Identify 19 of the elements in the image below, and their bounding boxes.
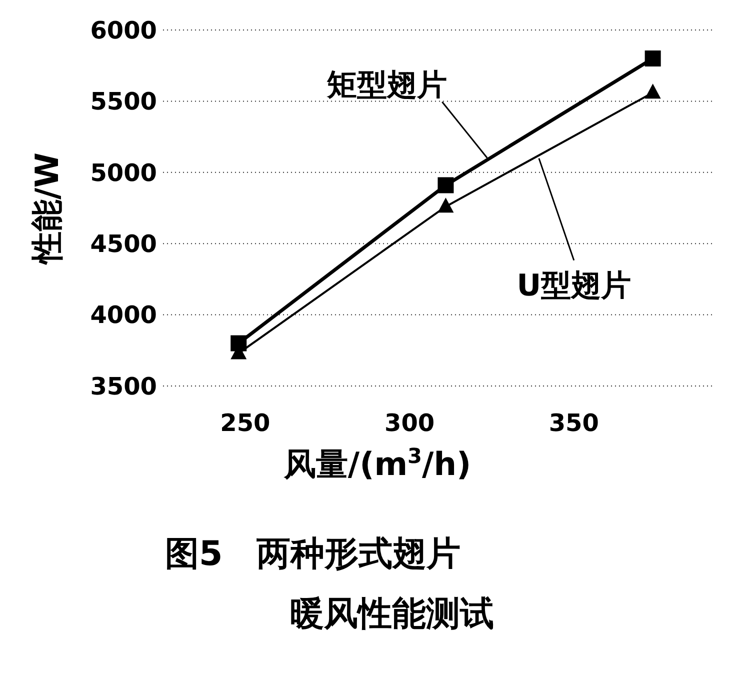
x-axis-title: 风量/(m$^{3}$/h): [282, 444, 472, 483]
y-tick-label: 5000: [90, 158, 157, 187]
x-tick-label: 350: [548, 409, 599, 437]
point: [644, 50, 661, 66]
x-tick-label: 250: [220, 409, 270, 437]
text: 图5 两种形式翅片: [165, 534, 461, 574]
text: 暖风性能测试: [290, 594, 494, 634]
text: U型翅片: [516, 268, 632, 304]
point: [644, 84, 661, 99]
text: 矩型翅片: [326, 68, 448, 103]
point: [438, 177, 454, 194]
x-tick-label: 300: [384, 409, 435, 437]
y-tick-label: 4500: [90, 230, 157, 258]
y-tick-label: 5500: [90, 88, 157, 116]
y-tick-label: 6000: [90, 16, 157, 44]
y-axis-title: 性能/W: [28, 152, 66, 266]
point: [438, 198, 454, 213]
y-tick-label: 3500: [90, 372, 157, 400]
y-tick-label: 4000: [90, 301, 157, 330]
